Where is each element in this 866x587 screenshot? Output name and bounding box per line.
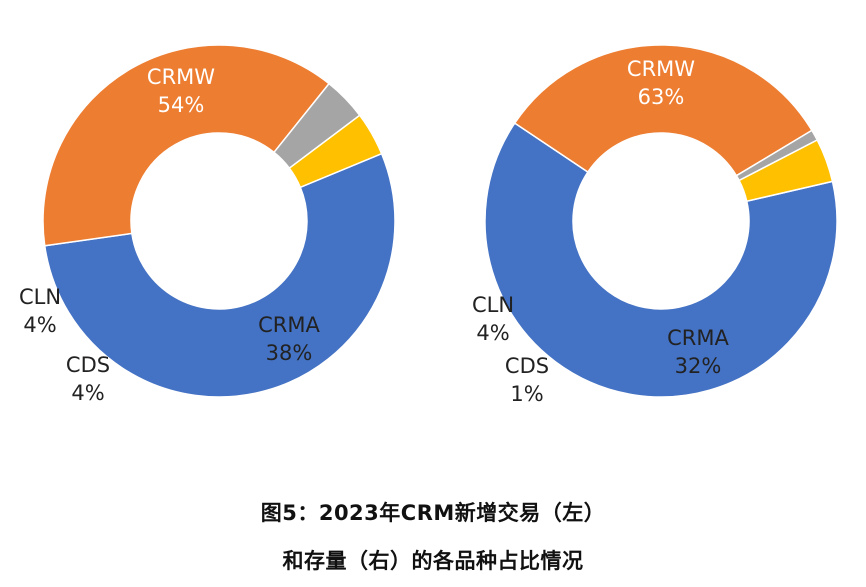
slice-name: CDS [66, 353, 110, 377]
slice-percent: 4% [476, 321, 509, 345]
slice-name: CLN [472, 293, 514, 317]
slice-cln [288, 114, 383, 189]
slice-label-cds: CDS 4% [66, 353, 110, 405]
slice-percent: 1% [510, 382, 543, 406]
slice-label-cds: CDS 1% [505, 354, 549, 406]
donut-chart-new-trades: CRMW 54% CRMA 38% CDS 4% CLN 4% [19, 44, 396, 405]
slice-crmw [484, 122, 838, 398]
figure-caption-line-2: 和存量（右）的各品种占比情况 [282, 549, 584, 573]
slice-crma [42, 44, 331, 247]
slice-label-cln: CLN 4% [19, 285, 61, 337]
slice-percent: 4% [23, 313, 56, 337]
slice-cln [738, 138, 834, 203]
slice-name: CDS [505, 354, 549, 378]
donut-chart-outstanding: CRMW 63% CRMA 32% CDS 1% CLN 4% [472, 44, 838, 406]
slice-percent: 63% [638, 85, 685, 109]
slice-name: CRMW [147, 65, 215, 89]
slice-label-crmw: CRMW 63% [627, 57, 695, 109]
donut-charts: CRMW 54%CRMA 38%CDS 4%CLN 4% CRMW 63%CRMA 32%C… [19, 44, 838, 406]
slice-percent: 4% [71, 381, 104, 405]
slice-name: CRMA [667, 326, 729, 350]
slice-label-crmw: CRMW 54% [147, 65, 215, 117]
slice-label-cln: CLN 4% [472, 293, 514, 345]
figure-caption-line-1: 图5：2023年CRM新增交易（左） [260, 501, 606, 525]
slice-percent: 32% [675, 354, 722, 378]
slice-percent: 54% [158, 93, 205, 117]
slice-name: CRMA [258, 313, 320, 337]
slice-name: CLN [19, 285, 61, 309]
slice-label-crma: CRMA 32% [667, 326, 729, 378]
slice-percent: 38% [266, 341, 313, 365]
slice-crma [513, 44, 813, 177]
slice-label-crma: CRMA 38% [258, 313, 320, 365]
slice-crmw [43, 152, 396, 398]
slice-name: CRMW [627, 57, 695, 81]
